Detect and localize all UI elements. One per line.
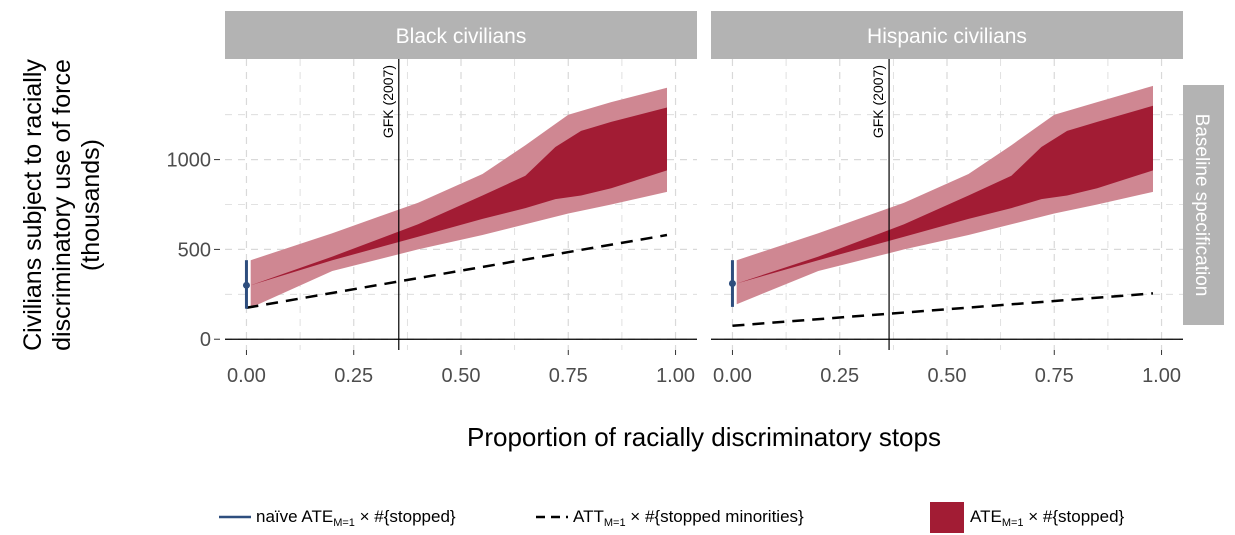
- facet-strip: [225, 11, 697, 59]
- att-dashed-line: [732, 292, 1154, 327]
- x-tick-label: 0.00: [227, 365, 266, 387]
- y-axis-title-line: (thousands): [77, 139, 105, 271]
- y-tick-label: 500: [178, 239, 211, 261]
- x-tick-label: 0.00: [713, 365, 752, 387]
- panel-hispanic-civilians: Hispanic civilians GFK (2007) 0.00 0.25 0.50…: [711, 11, 1183, 387]
- gfk-reference-label: GFK (2007): [870, 65, 886, 138]
- x-tick-label: 0.75: [549, 365, 588, 387]
- ate-inner-band: [736, 105, 1153, 284]
- x-tick-label: 0.75: [1035, 365, 1074, 387]
- naive-point: [242, 281, 250, 289]
- x-tick-label: 0.25: [334, 365, 373, 387]
- row-strip-label: Baseline specification: [1191, 114, 1212, 297]
- ate-outer-band: [736, 85, 1153, 305]
- facet-strip-label: Black civilians: [396, 25, 527, 48]
- naive-point: [728, 280, 736, 288]
- att-dashed-line: [246, 233, 668, 310]
- row-strip: [1183, 85, 1224, 325]
- legend-key-ate: [930, 502, 964, 533]
- facet-strip: [711, 11, 1183, 59]
- legend-label-att: ATTM=1 × #{stopped minorities}: [573, 507, 804, 529]
- legend-label-suffix: × #{stopped}: [355, 507, 456, 526]
- panel-black-civilians: Black civilians GFK (2007) 0.00 0.25 0.50 0.7…: [225, 11, 697, 387]
- x-tick-label: 0.25: [820, 365, 859, 387]
- legend-label-suffix: × #{stopped}: [1024, 507, 1125, 526]
- y-tick-label: 1000: [167, 150, 212, 172]
- legend-label-subscript: M=1: [1002, 517, 1024, 529]
- y-axis-title: Civilians subject to raciallydiscriminat…: [19, 59, 105, 351]
- legend: naïve ATEM=1 × #{stopped} ATTM=1 × #{stop…: [219, 502, 1125, 533]
- ate-outer-band: [250, 87, 667, 308]
- legend-label-main: ATT: [573, 507, 604, 526]
- facet-strip-label: Hispanic civilians: [867, 25, 1027, 48]
- legend-label-subscript: M=1: [333, 517, 355, 529]
- legend-label-ate: ATEM=1 × #{stopped}: [970, 507, 1125, 529]
- x-tick-label: 0.50: [442, 365, 481, 387]
- gfk-reference-label: GFK (2007): [380, 65, 396, 138]
- legend-label-main: naïve ATE: [256, 507, 333, 526]
- y-axis-title-line: discriminatory use of force: [48, 59, 76, 351]
- legend-label-naive: naïve ATEM=1 × #{stopped}: [256, 507, 456, 529]
- x-axis-title: Proportion of racially discriminatory st…: [467, 422, 941, 452]
- y-axis-title-line: Civilians subject to racially: [19, 59, 47, 351]
- legend-label-main: ATE: [970, 507, 1002, 526]
- y-tick-label: 0: [200, 329, 211, 351]
- legend-label-subscript: M=1: [604, 517, 626, 529]
- x-tick-label: 1.00: [656, 365, 695, 387]
- ate-inner-band: [250, 107, 667, 286]
- legend-label-suffix: × #{stopped minorities}: [626, 507, 804, 526]
- x-tick-label: 0.50: [928, 365, 967, 387]
- x-tick-label: 1.00: [1142, 365, 1181, 387]
